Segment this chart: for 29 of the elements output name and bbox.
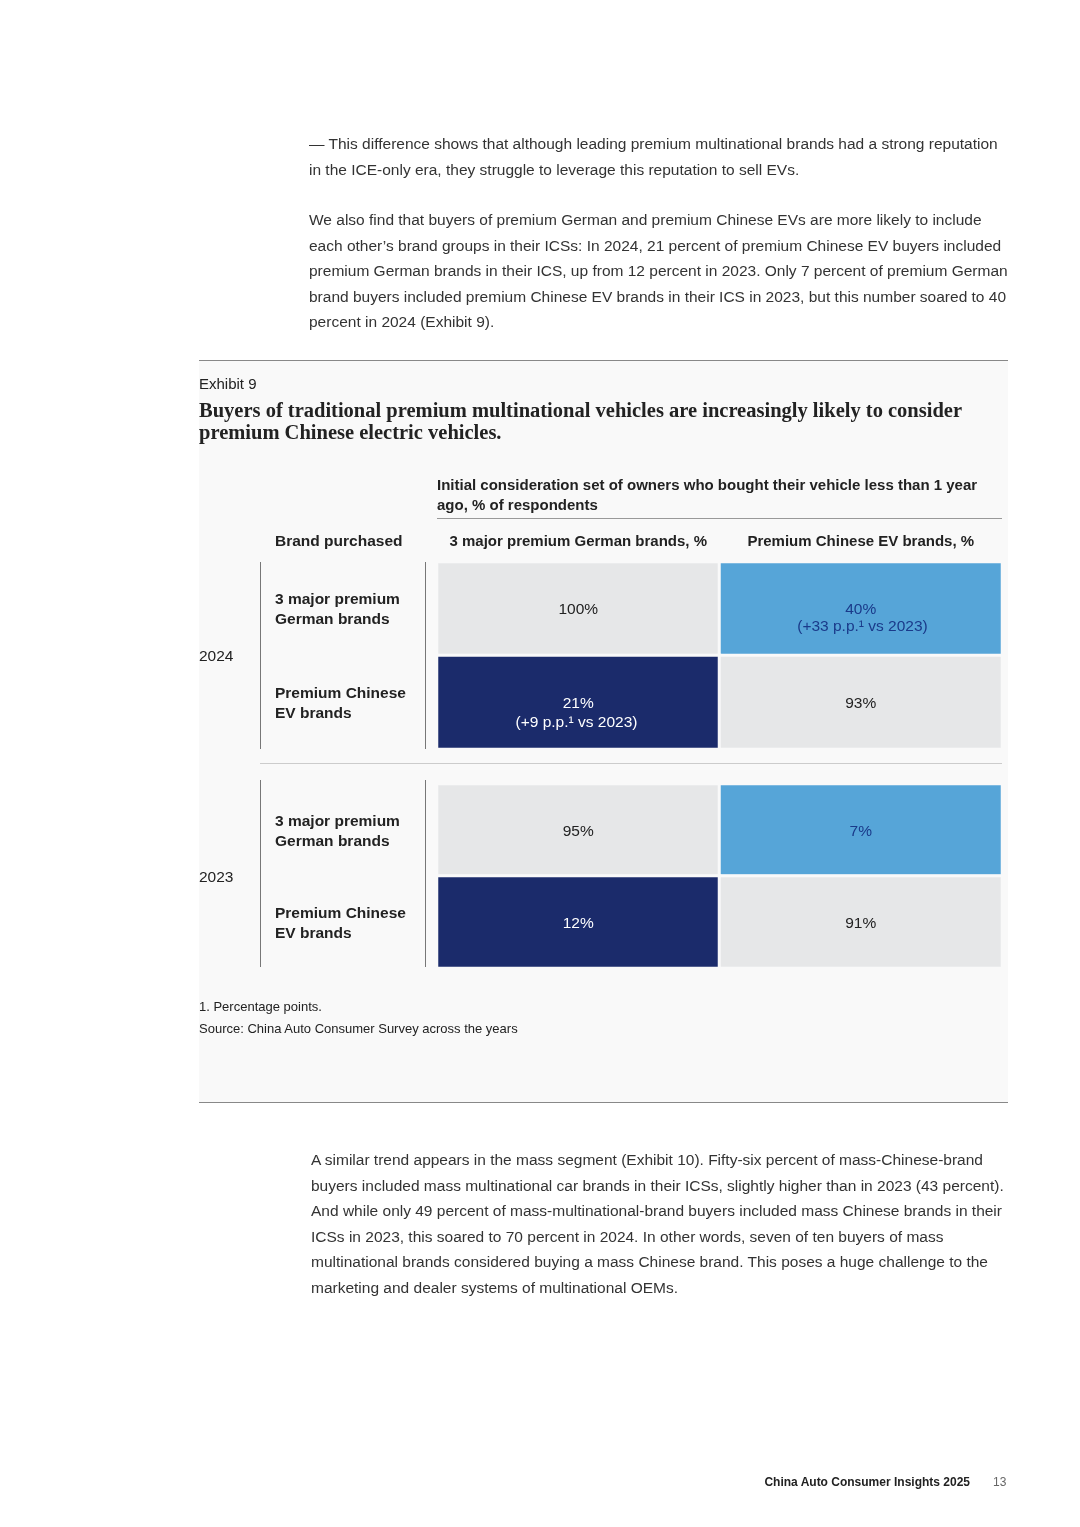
data-label: 93%	[845, 693, 877, 711]
data-label: 21%	[562, 693, 594, 711]
y-tick-label: Premium Chinese EV brands	[275, 903, 411, 941]
text: Brand purchased	[275, 532, 403, 550]
data-label: 12%	[562, 913, 594, 931]
x-axis-title: Initial consideration set of owners who bought their vehicle less than 1 year ago, % of respondents	[437, 475, 1002, 519]
y-tick-label: 3 major premium German brands	[275, 590, 405, 628]
data-label: 95%	[562, 821, 594, 839]
y-axis-title: 2023	[199, 867, 234, 885]
text: Exhibit 9	[199, 375, 257, 392]
text: We also find that buyers of premium German and premium Chinese EVs are more likely to include each other’s brand groups in their ICSs: In 2024, 21 percent of premium Chinese EV buyers included premium German brands in their ICS, up from 12 percent in 2023. Only 7 percent of premium German brand buyers included premium Chinese EV brands in their ICS in 2023, but this number soared to 40 percent in 2024 (Exhibit 9).	[309, 210, 1009, 332]
y-tick-label: Premium Chinese EV brands	[275, 683, 411, 721]
x-tick-label: 3 major premium German brands, %	[449, 532, 708, 549]
data-label: 100%	[558, 600, 599, 618]
data-label: 40%	[845, 600, 877, 618]
annotation: (+33 p.p.¹ vs 2023)	[796, 617, 929, 635]
y-axis-title: 2024	[199, 647, 234, 664]
data-label: 91%	[845, 913, 877, 931]
source-note: Source: China Auto Consumer Survey across the years	[199, 1021, 518, 1036]
text: — This difference shows that although leading premium multinational brands had a strong reputation in the ICE-only era, they struggle to leverage this reputation to sell EVs.	[309, 134, 999, 180]
annotation: (+9 p.p.¹ vs 2023)	[514, 713, 639, 731]
text: 1. Percentage points.	[199, 999, 322, 1014]
text: 13	[993, 1475, 1007, 1489]
x-tick-label: Premium Chinese EV brands, %	[747, 532, 975, 549]
text: China Auto Consumer Insights 2025	[764, 1475, 970, 1489]
y-tick-label: 3 major premium German brands	[275, 811, 405, 849]
data-label: 7%	[849, 821, 873, 839]
text: A similar trend appears in the mass segment (Exhibit 10). Fifty-six percent of mass-Chinese-brand buyers included mass multinational car brands in their ICSs, slightly higher than in 2023 (43 percent). And while only 49 percent of mass-multinational-brand buyers included mass Chinese brands in their ICSs in 2023, this soared to 70 percent in 2024. In other words, seven of ten buyers of mass multinational brands considered buying a mass Chinese brand. This poses a huge challenge to the marketing and dealer systems of multinational OEMs.	[311, 1150, 1005, 1298]
chart-title: Buyers of traditional premium multinational vehicles are increasingly likely to consider premium Chinese electric vehicles.	[199, 399, 963, 443]
